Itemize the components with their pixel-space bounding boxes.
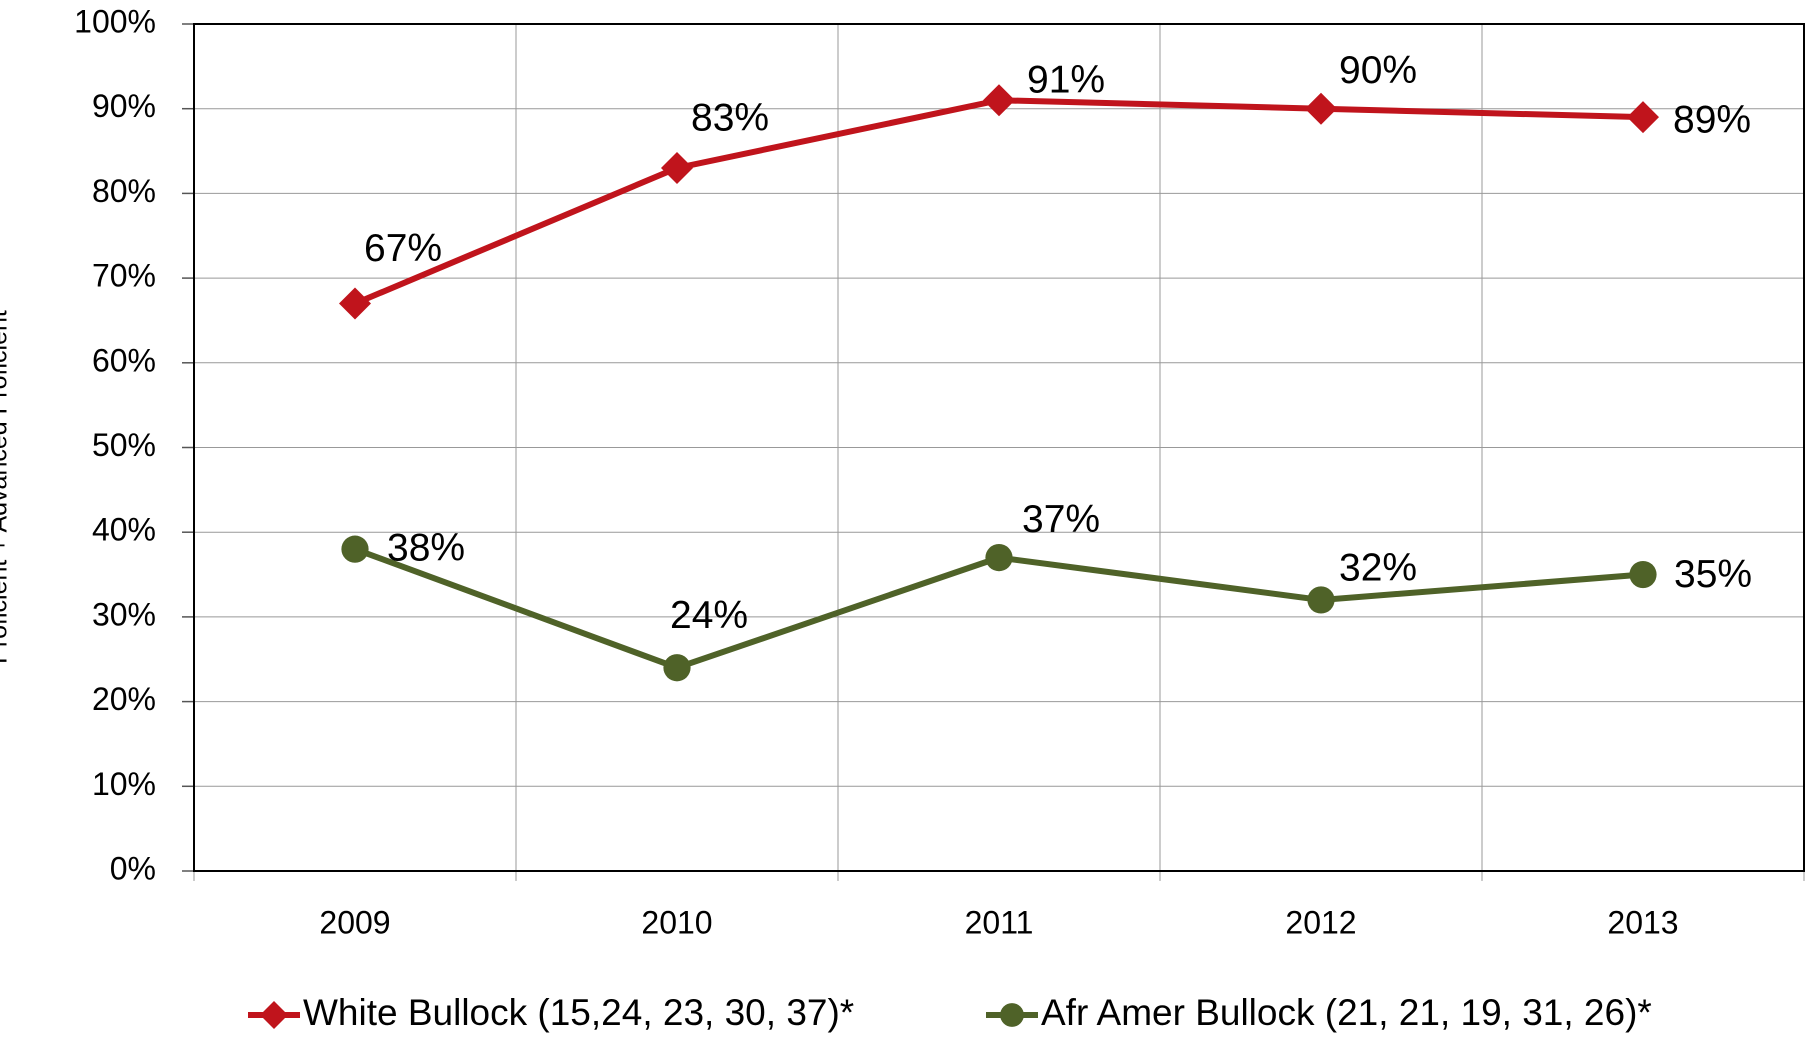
circle-marker — [1307, 586, 1335, 614]
diamond-marker — [1305, 92, 1337, 125]
y-tick-label: 50% — [92, 427, 156, 463]
x-tick-label: 2012 — [1285, 904, 1356, 940]
data-label: 24% — [670, 594, 748, 637]
data-label: 83% — [691, 96, 769, 139]
y-tick-label: 70% — [92, 258, 156, 294]
diamond-marker — [983, 84, 1015, 117]
y-tick-label: 10% — [92, 766, 156, 802]
legend-marker — [260, 1001, 288, 1029]
x-tick-label: 2011 — [965, 904, 1034, 940]
x-tick-label: 2013 — [1607, 904, 1678, 940]
plot-border — [193, 23, 1805, 872]
data-label: 38% — [387, 526, 465, 569]
legend-marker — [1000, 1003, 1024, 1027]
data-label: 91% — [1027, 59, 1105, 102]
data-label: 89% — [1673, 98, 1751, 141]
circle-marker — [1629, 560, 1657, 589]
y-tick-label: 40% — [92, 512, 156, 548]
circle-marker — [341, 535, 369, 563]
y-tick-label: 60% — [92, 342, 156, 378]
diamond-marker — [1627, 101, 1659, 134]
legend-label: White Bullock (15,24, 23, 30, 37)* — [303, 992, 854, 1033]
data-label: 67% — [364, 227, 442, 270]
x-tick-label: 2009 — [319, 904, 390, 940]
data-label: 37% — [1022, 498, 1100, 541]
circle-marker — [985, 544, 1013, 572]
legend-label: Afr Amer Bullock (21, 21, 19, 31, 26)* — [1041, 992, 1652, 1033]
data-label: 32% — [1339, 546, 1417, 589]
y-tick-label: 30% — [92, 596, 156, 632]
diamond-marker — [339, 287, 371, 320]
y-tick-label: 100% — [74, 3, 156, 39]
y-tick-label: 0% — [110, 850, 156, 886]
y-tick-label: 80% — [92, 173, 156, 209]
data-label: 90% — [1339, 49, 1417, 92]
circle-marker — [663, 654, 691, 682]
series-line — [353, 97, 1644, 307]
diamond-marker — [661, 151, 693, 184]
y-tick-label: 20% — [92, 681, 156, 717]
y-tick-label: 90% — [92, 88, 156, 124]
data-label: 35% — [1674, 553, 1752, 596]
x-tick-label: 2010 — [641, 904, 712, 940]
y-axis-label: Proficient + Advanced Proficient — [0, 310, 13, 664]
